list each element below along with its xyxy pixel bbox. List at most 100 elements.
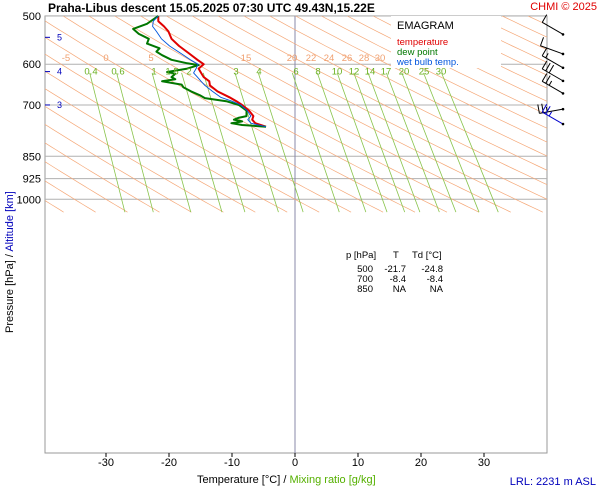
x-tick-label--20: -20 — [161, 457, 177, 469]
wind-barb-flag — [545, 106, 551, 115]
mixing-ratio-line — [316, 72, 367, 213]
dry-adiabat — [62, 16, 416, 213]
wind-barb-dot — [561, 92, 565, 95]
mixing-ratio-label: 6 — [293, 67, 298, 78]
dry-adiabat — [45, 180, 96, 213]
wind-barb-dot — [561, 122, 565, 126]
mixing-ratio-line — [234, 72, 279, 213]
dry-adiabat-label: 15 — [241, 53, 252, 64]
dry-adiabat — [295, 16, 547, 143]
altitude-label-5: 5 — [57, 32, 62, 42]
table-header-td: Td [°C] — [412, 250, 442, 261]
mixing-ratio-line — [423, 72, 480, 213]
series-wet-bulb-temp — [152, 15, 267, 128]
mixing-ratio-label: 17 — [381, 67, 392, 78]
table-row-850-td: NA — [430, 284, 444, 295]
mixing-ratio-line — [441, 72, 499, 213]
wind-barb-flag — [548, 111, 553, 117]
wind-barb-flag — [548, 64, 555, 74]
mixing-ratio-label: 14 — [365, 67, 376, 78]
mixing-ratio-label: 10 — [332, 67, 343, 78]
dry-adiabat-label: 26 — [342, 53, 353, 64]
mixing-ratio-label: 1.5 — [165, 67, 178, 78]
dry-adiabat — [45, 36, 352, 213]
mixing-ratio-line — [116, 72, 154, 213]
x-axis-label-temperature: Temperature [°C] / Mixing ratio [g/kg] — [197, 474, 376, 486]
wind-barb-650 — [541, 73, 565, 95]
x-tick-label-20: 20 — [415, 457, 427, 469]
y-tick-label-925: 925 — [23, 174, 41, 186]
mixing-ratio-line — [89, 72, 126, 213]
series-temperature — [157, 16, 267, 128]
dry-adiabat — [45, 124, 192, 213]
y-tick-label-600: 600 — [23, 59, 41, 71]
y-tick-label-700: 700 — [23, 100, 41, 112]
wind-barb-flag — [541, 60, 548, 70]
table-header-p: p [hPa] — [346, 250, 376, 261]
table-row-500-td: -24.8 — [421, 264, 443, 275]
wind-barb-flag — [545, 62, 551, 72]
wind-barb-520 — [541, 14, 565, 36]
dry-adiabat-label: 5 — [148, 53, 153, 64]
values-table: p [hPa] T Td [°C] 500 -21.7 -24.8 700 -8… — [340, 244, 452, 296]
altitude-label-3: 3 — [57, 100, 62, 110]
dry-adiabat — [45, 20, 384, 213]
wind-barb-dot — [561, 79, 565, 83]
dry-adiabat-label: 22 — [306, 53, 317, 64]
table-row-850-t: NA — [393, 284, 407, 295]
profile-series — [132, 15, 267, 128]
mixing-ratio-line — [401, 72, 457, 213]
mixing-ratio-label: 30 — [436, 67, 447, 78]
wind-barb-dot — [561, 107, 565, 111]
dry-adiabat — [45, 161, 128, 213]
table-row-850-p: 850 — [357, 284, 373, 295]
altitude-label-4: 4 — [57, 67, 62, 77]
y-tick-label-500: 500 — [23, 11, 41, 23]
dry-adiabat — [243, 16, 547, 171]
series-dew-point — [132, 15, 267, 128]
dry-adiabat — [269, 16, 547, 157]
x-tick-label--10: -10 — [224, 457, 240, 469]
mixing-ratio-label: 25 — [419, 67, 430, 78]
mixing-ratio-line — [291, 72, 340, 213]
legend-title: EMAGRAM — [397, 20, 454, 32]
dry-adiabat — [450, 16, 547, 63]
wind-barb-620 — [541, 60, 565, 83]
mixing-ratio-line — [151, 72, 192, 213]
mixing-ratio-line — [336, 72, 388, 213]
dry-adiabat — [192, 16, 547, 200]
y-tick-label-1000: 1000 — [17, 194, 41, 206]
mixing-ratio-line — [202, 72, 246, 213]
chart-header-title: Praha-Libus descent 15.05.2025 07:30 UTC… — [48, 1, 375, 15]
mixing-ratio-line — [353, 72, 406, 213]
table-row-700-td: -8.4 — [427, 274, 443, 285]
dry-adiabat — [88, 16, 448, 213]
dry-adiabat-label: 24 — [324, 53, 335, 64]
mixing-ratio-label: 0.6 — [111, 67, 124, 78]
dry-adiabat — [424, 16, 547, 76]
legend-item-temperature: temperature — [397, 37, 448, 48]
wind-barb-flag — [541, 47, 548, 57]
dry-adiabat — [140, 16, 511, 213]
x-tick-label-10: 10 — [352, 457, 364, 469]
mixing-ratio-label: 8 — [315, 67, 320, 78]
dry-adiabat — [45, 105, 224, 213]
wind-barb-dot — [561, 52, 565, 56]
lrl-label: LRL: 2231 m ASL — [510, 476, 596, 488]
wind-barb-flag — [537, 104, 540, 114]
wind-barb-dot — [561, 66, 565, 70]
wind-barb-730 — [541, 104, 565, 126]
dry-adiabat-label: 20 — [287, 53, 298, 64]
copyright-label: CHMI © 2025 — [530, 1, 597, 13]
mixing-ratio-label: 2 — [186, 67, 191, 78]
x-tick-label-0: 0 — [292, 457, 298, 469]
dry-adiabat — [217, 16, 547, 186]
wind-barb-flag — [541, 104, 548, 113]
wind-barb-590 — [541, 47, 565, 70]
dry-adiabat-label: -5 — [62, 53, 70, 64]
dry-adiabat — [45, 70, 288, 213]
wind-barb-flag — [541, 73, 548, 82]
mixing-ratio-label: 12 — [349, 67, 360, 78]
